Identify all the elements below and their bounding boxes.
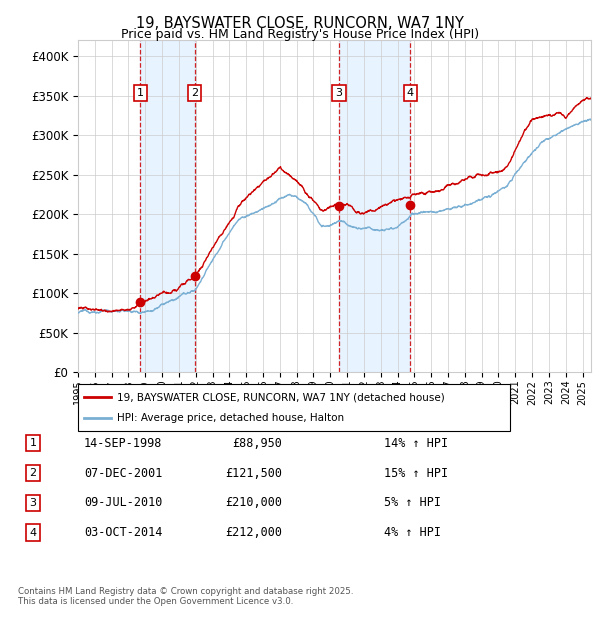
Text: HPI: Average price, detached house, Halton: HPI: Average price, detached house, Halt… [117,413,344,423]
Text: 07-DEC-2001: 07-DEC-2001 [84,467,163,479]
Text: 4: 4 [29,528,37,538]
Text: 14% ↑ HPI: 14% ↑ HPI [384,437,448,450]
Text: 14-SEP-1998: 14-SEP-1998 [84,437,163,450]
Text: 19, BAYSWATER CLOSE, RUNCORN, WA7 1NY: 19, BAYSWATER CLOSE, RUNCORN, WA7 1NY [136,16,464,30]
Text: £121,500: £121,500 [225,467,282,479]
Bar [339,40,410,372]
Text: 2: 2 [191,89,198,99]
Text: Price paid vs. HM Land Registry's House Price Index (HPI): Price paid vs. HM Land Registry's House … [121,28,479,41]
Text: £88,950: £88,950 [232,437,282,450]
Text: 2: 2 [29,468,37,478]
Text: 15% ↑ HPI: 15% ↑ HPI [384,467,448,479]
Text: 19, BAYSWATER CLOSE, RUNCORN, WA7 1NY (detached house): 19, BAYSWATER CLOSE, RUNCORN, WA7 1NY (d… [117,392,445,402]
Text: Contains HM Land Registry data © Crown copyright and database right 2025.
This d: Contains HM Land Registry data © Crown c… [18,587,353,606]
Text: 4: 4 [407,89,414,99]
Text: £212,000: £212,000 [225,526,282,539]
Text: 1: 1 [29,438,37,448]
Bar [140,40,194,372]
Text: 3: 3 [29,498,37,508]
Text: 1: 1 [137,89,144,99]
Text: 4% ↑ HPI: 4% ↑ HPI [384,526,441,539]
Text: 3: 3 [335,89,343,99]
Text: 5% ↑ HPI: 5% ↑ HPI [384,497,441,509]
Text: 09-JUL-2010: 09-JUL-2010 [84,497,163,509]
Text: £210,000: £210,000 [225,497,282,509]
Text: 03-OCT-2014: 03-OCT-2014 [84,526,163,539]
